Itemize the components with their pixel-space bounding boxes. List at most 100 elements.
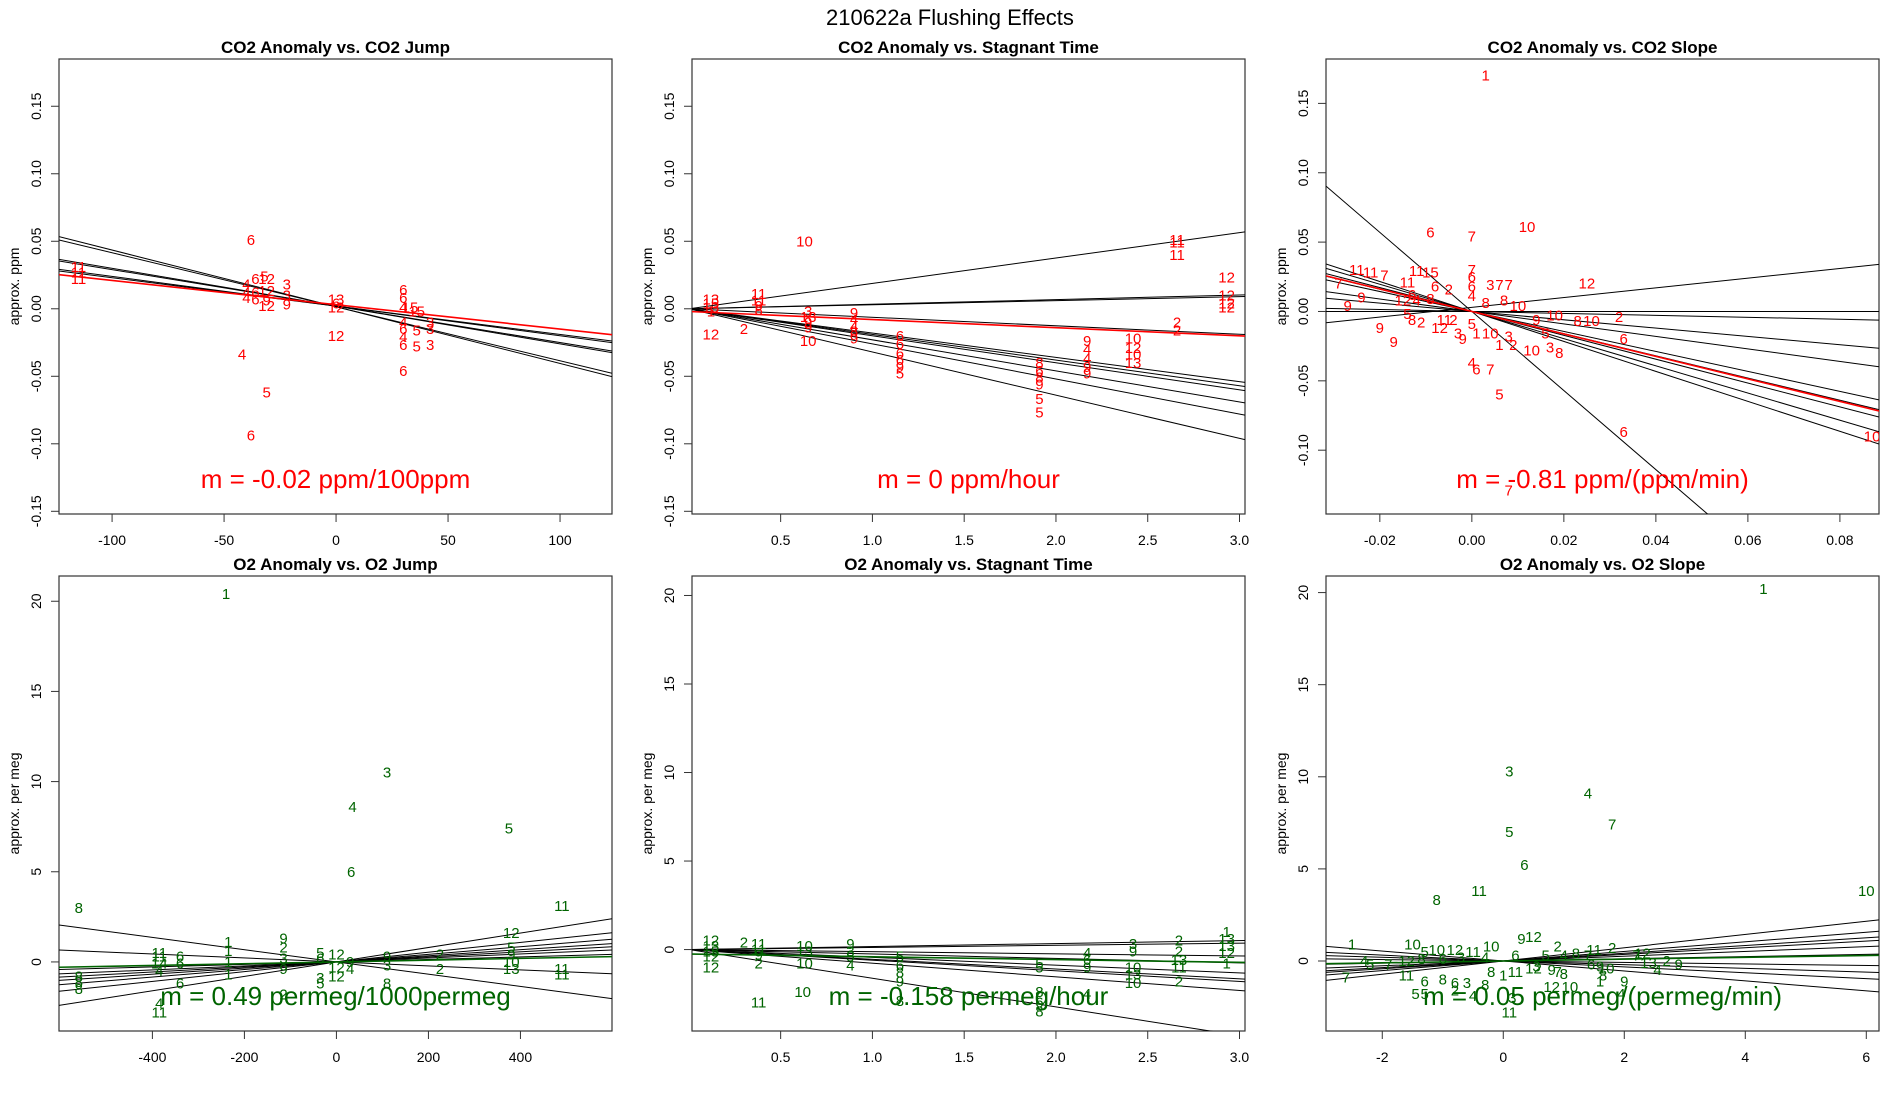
data-point-label: 8 [75, 981, 83, 998]
data-point-label: 8 [1599, 968, 1607, 985]
data-point-label: 10 [503, 954, 520, 971]
data-point-label: 11 [1465, 944, 1481, 961]
y-tick-label: 10 [1295, 769, 1311, 785]
data-point-label: 12 [503, 925, 520, 942]
data-point-label: 6 [332, 295, 340, 312]
x-tick-label: 1.5 [954, 532, 974, 548]
data-point-label: 8 [1439, 971, 1447, 988]
fit-line [692, 949, 1214, 1031]
data-point-label: 7 [1632, 947, 1640, 964]
data-point-label: 11 [152, 1004, 168, 1021]
data-point-label: 3 [1532, 959, 1540, 976]
data-point-label: 5 [1420, 944, 1428, 961]
data-point-label: 10 [1483, 938, 1500, 955]
y-tick-label: 0.10 [28, 160, 44, 187]
y-tick-label: 15 [661, 676, 677, 692]
data-point-label: 14 [151, 956, 168, 973]
data-point-label: 3 [1454, 326, 1462, 343]
data-point-label: 4 [850, 318, 858, 335]
y-tick-label: 0.00 [1295, 298, 1311, 325]
y-tick-label: 5 [28, 868, 44, 876]
data-point-label: 9 [804, 314, 812, 331]
panel-title: O2 Anomaly vs. O2 Jump [233, 555, 437, 574]
data-point-label: 11 [554, 898, 570, 915]
data-point-label: 11 [751, 936, 767, 953]
x-tick-label: 2.0 [1046, 1049, 1066, 1065]
y-tick-label: 5 [661, 857, 677, 865]
data-point-label: 10 [1858, 883, 1875, 900]
data-point-label: 10 [1598, 960, 1615, 977]
data-point-label: 6 [1035, 995, 1043, 1012]
data-point-label: 11 [751, 293, 767, 310]
data-point-label: 6 [896, 352, 904, 369]
y-tick-label: 0.00 [28, 295, 44, 322]
data-point-label: 11 [554, 961, 570, 978]
data-point-label: 13 [1171, 952, 1188, 969]
data-point-label: 5 [896, 949, 904, 966]
data-point-label: 12 [1218, 295, 1235, 312]
data-point-label: 8 [1573, 313, 1581, 330]
y-tick-label: -0.10 [661, 428, 677, 460]
data-point-label: 4 [1584, 785, 1592, 802]
data-point-label: 9 [383, 949, 391, 966]
data-point-label: 3 [383, 958, 391, 975]
data-point-label: 2 [1615, 309, 1623, 326]
data-point-label: 11 [1508, 964, 1524, 981]
data-point-label: 9 [850, 305, 858, 322]
data-point-label: 6 [247, 232, 255, 249]
data-point-label: 9 [1083, 333, 1091, 350]
fit-line [692, 949, 1245, 992]
data-point-label: 1 [1759, 581, 1767, 598]
x-tick-label: 3.0 [1230, 1049, 1250, 1065]
slope-annotation: m = 0 ppm/hour [877, 464, 1060, 494]
data-point-label: 15 [703, 943, 720, 960]
plot-area: 1345611888811111444116661111923925635121… [59, 586, 612, 1021]
data-point-label: 13 [1125, 966, 1142, 983]
fit-line [692, 308, 1245, 388]
data-point-label: 2 [1445, 281, 1453, 298]
data-point-label: 7 [1384, 957, 1392, 974]
data-point-label: 2 [740, 934, 748, 951]
data-point-label: 12 [1218, 299, 1235, 316]
data-point-label: 10 [1428, 942, 1445, 959]
data-point-label: 2 [1417, 315, 1425, 332]
data-point-label: 1 [707, 303, 715, 320]
data-point-label: 9 [1129, 943, 1137, 960]
data-point-label: 12 [1125, 340, 1142, 357]
data-point-label: 6 [1619, 331, 1627, 348]
data-point-label: 2 [1175, 943, 1183, 960]
plot-frame [58, 575, 613, 1032]
fit-line [1326, 945, 1879, 993]
data-point-label: 12 [328, 959, 345, 976]
data-point-label: 7 [1468, 229, 1476, 246]
data-point-label: 12 [1394, 292, 1411, 309]
data-point-label: 12 [1634, 946, 1651, 963]
data-point-label: 12 [1525, 929, 1542, 946]
fit-line [1326, 955, 1879, 973]
data-point-label: 8 [1487, 964, 1495, 981]
data-point-label: 11 [1169, 232, 1185, 249]
data-point-label: 7 [1486, 362, 1494, 379]
data-point-label: 6 [399, 282, 407, 299]
data-point-label: 13 [800, 309, 817, 326]
data-point-label: 6 [896, 328, 904, 345]
data-point-label: 12 [1447, 942, 1464, 959]
data-point-label: 12 [258, 283, 275, 300]
data-point-label: 8 [1433, 892, 1441, 909]
data-point-label: 7 [1468, 262, 1476, 279]
data-point-label: 3 [383, 765, 391, 782]
data-point-label: 5 [316, 945, 324, 962]
data-point-label: 2 [436, 947, 444, 964]
panel-title: CO2 Anomaly vs. CO2 Jump [221, 38, 450, 57]
y-tick-label: -0.15 [661, 495, 677, 527]
x-tick-label: 50 [440, 532, 456, 548]
fit-line [1326, 939, 1879, 972]
data-point-label: 11 [1586, 942, 1602, 959]
data-point-label: 1 [1596, 973, 1604, 990]
data-point-label: 11 [1399, 968, 1415, 985]
data-point-label: 7 [1554, 964, 1562, 981]
fit-line [1326, 291, 1879, 368]
data-point-label: 12 [258, 271, 275, 288]
